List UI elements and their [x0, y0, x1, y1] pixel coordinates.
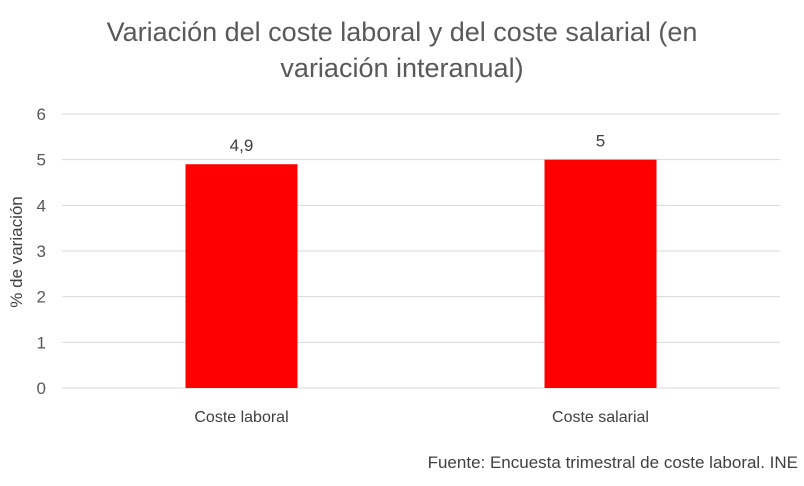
chart-title: Variación del coste laboral y del coste … — [0, 14, 804, 86]
y-axis-label: % de variación — [7, 196, 26, 308]
x-tick-labels: Coste laboral Coste salarial — [194, 409, 649, 426]
data-label: 5 — [596, 132, 605, 151]
source-note: Fuente: Encuesta trimestral de coste lab… — [427, 453, 798, 472]
data-labels: 4,9 5 — [230, 132, 606, 156]
data-label: 4,9 — [230, 136, 254, 155]
chart-title-line-2: variación interanual) — [280, 53, 524, 83]
y-tick-labels: 0 1 2 3 4 5 6 — [37, 105, 46, 398]
bar — [185, 164, 298, 388]
y-tick-label: 3 — [37, 242, 46, 261]
y-tick-label: 4 — [37, 196, 46, 215]
y-tick-label: 5 — [37, 151, 46, 170]
y-tick-label: 2 — [37, 288, 46, 307]
bar — [544, 159, 657, 388]
y-tick-label: 1 — [37, 333, 46, 352]
y-tick-label: 6 — [37, 105, 46, 124]
x-tick-label: Coste laboral — [194, 409, 288, 426]
chart-title-line-1: Variación del coste laboral y del coste … — [106, 17, 698, 47]
bars — [185, 159, 657, 388]
y-tick-label: 0 — [37, 379, 46, 398]
gridlines — [62, 113, 780, 389]
x-tick-label: Coste salarial — [552, 409, 649, 426]
